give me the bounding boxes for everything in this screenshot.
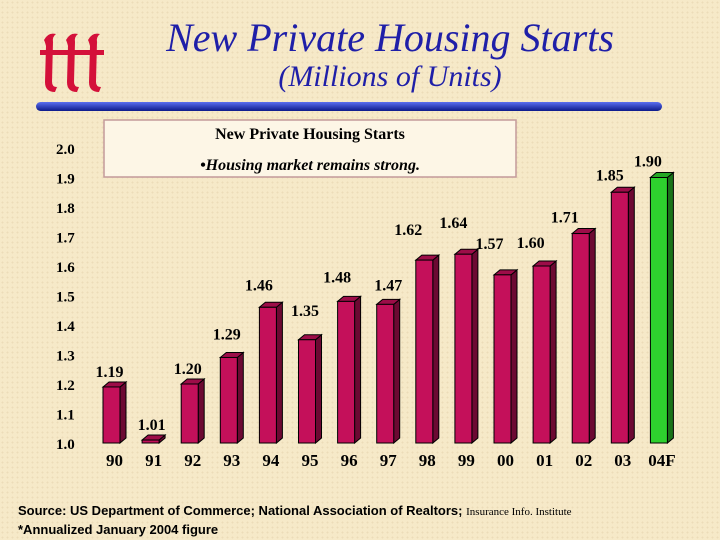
bar-front (298, 339, 316, 444)
value-label-04F: 1.90 (634, 154, 662, 171)
value-label-92: 1.20 (174, 361, 202, 378)
bar-front (454, 253, 473, 444)
x-tick-label: 98 (419, 451, 436, 470)
y-tick-label: 1.8 (56, 201, 75, 217)
value-label-91: 1.01 (138, 417, 166, 434)
x-tick-label: 99 (458, 451, 475, 470)
bar-95 (297, 333, 323, 445)
x-tick-label: 04F (648, 451, 675, 470)
value-label-93: 1.29 (213, 326, 241, 343)
bar-side (627, 186, 635, 445)
value-label-94: 1.46 (245, 277, 273, 294)
y-tick-label: 1.2 (56, 378, 75, 394)
y-tick-label: 2.0 (56, 142, 75, 158)
y-tick-label: 1.7 (56, 231, 75, 247)
bar-90 (101, 380, 128, 445)
bar-front (610, 191, 629, 444)
x-tick-label: 02 (575, 451, 592, 470)
bar-94 (258, 301, 284, 445)
bar-front (219, 356, 238, 444)
bar-front (141, 439, 160, 444)
x-tick-label: 03 (614, 451, 631, 470)
bar-front (649, 177, 668, 444)
bar-side (197, 377, 205, 445)
bar-side (315, 333, 322, 445)
y-tick-label: 1.1 (56, 408, 75, 424)
y-tick-label: 1.5 (56, 290, 75, 306)
x-tick-label: 01 (536, 451, 553, 470)
x-tick-label: 97 (380, 451, 398, 470)
bar-side (549, 259, 557, 445)
bar-side (588, 227, 596, 445)
value-label-00: 1.57 (476, 236, 504, 253)
x-tick-label: 92 (184, 451, 201, 470)
bar-04F (649, 171, 675, 445)
bar-98 (414, 254, 441, 445)
bar-02 (570, 227, 597, 445)
bar-99 (453, 248, 480, 445)
value-label-95: 1.35 (291, 303, 319, 320)
value-label-90: 1.19 (96, 364, 124, 381)
x-tick-label: 95 (302, 451, 319, 470)
bar-03 (609, 186, 636, 445)
x-tick-label: 91 (145, 451, 162, 470)
bar-01 (531, 259, 558, 445)
value-label-01: 1.60 (517, 235, 545, 252)
page-title: New Private Housing Starts (166, 15, 614, 60)
annualized-note: *Annualized January 2004 figure (18, 522, 219, 537)
source-institute: Insurance Info. Institute (466, 506, 572, 518)
bar-93 (218, 351, 245, 445)
value-label-96: 1.48 (323, 269, 351, 286)
bar-97 (375, 298, 402, 445)
bar-side (510, 268, 518, 445)
iii-logo-icon (40, 33, 104, 92)
source-note: Source: US Department of Commerce; Natio… (18, 502, 572, 538)
bar-front (102, 386, 121, 444)
x-tick-label: 90 (106, 451, 123, 470)
bar-side (432, 254, 440, 445)
annotation-text: •Housing market remains strong. (200, 157, 420, 174)
page-subtitle: (Millions of Units) (278, 60, 502, 93)
annotation-box-title: New Private Housing Starts (215, 126, 405, 143)
value-label-03: 1.85 (596, 167, 624, 184)
bar-front (415, 259, 434, 444)
annotation-box: New Private Housing Starts •Housing mark… (103, 119, 517, 178)
source-text: Source: US Department of Commerce; Natio… (18, 503, 463, 518)
y-tick-label: 1.4 (56, 319, 75, 335)
bar-92 (179, 377, 206, 445)
value-label-02: 1.71 (551, 210, 579, 227)
bar-side (119, 380, 127, 445)
bar-00 (492, 268, 519, 445)
x-tick-label: 94 (262, 451, 280, 470)
bar-side (236, 351, 244, 445)
bar-96 (336, 295, 362, 445)
x-tick-label: 00 (497, 451, 514, 470)
y-tick-label: 1.0 (56, 437, 75, 453)
value-label-98: 1.62 (394, 222, 422, 239)
bar-91 (140, 433, 167, 445)
bar-front (258, 306, 277, 444)
y-tick-label: 1.3 (56, 349, 75, 365)
value-label-97: 1.47 (374, 277, 402, 294)
y-tick-label: 1.6 (56, 260, 75, 276)
title-divider (36, 102, 662, 111)
bar-side (666, 171, 674, 445)
x-tick-label: 96 (341, 451, 358, 470)
x-tick-label: 93 (223, 451, 240, 470)
y-tick-label: 1.9 (56, 172, 75, 188)
bar-side (471, 248, 479, 445)
bar-front (337, 300, 356, 444)
bar-front (493, 274, 512, 444)
bar-front (532, 265, 551, 444)
value-label-99: 1.64 (439, 215, 467, 232)
bar-side (354, 295, 362, 445)
bar-front (571, 233, 590, 444)
bar-side (275, 301, 283, 445)
bar-side (393, 298, 401, 445)
bar-front (376, 303, 395, 444)
bar-front (180, 383, 199, 444)
